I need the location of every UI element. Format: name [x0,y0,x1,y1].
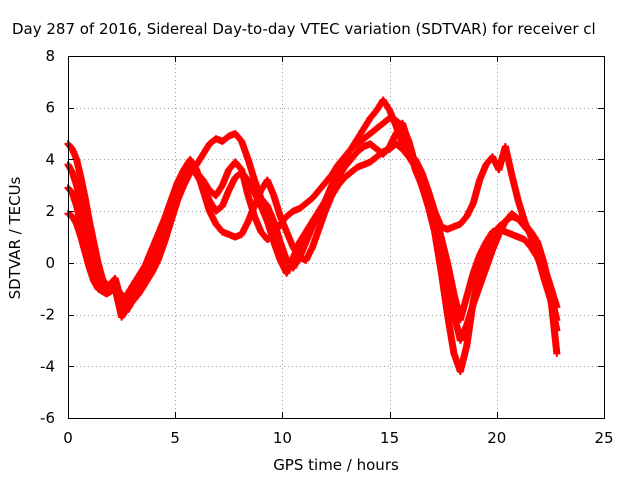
plot-frame [68,56,605,419]
x-axis-label: GPS time / hours [273,456,399,474]
y-tick-label: 2 [45,202,55,220]
y-tick-label: 0 [45,254,55,272]
data-point [553,326,561,334]
y-tick-labels: -6 -4 -2 0 2 4 6 8 [40,47,55,427]
y-tick-label: -6 [40,409,55,427]
series-2 [64,140,561,375]
data-markers [64,96,561,375]
series-1 [64,96,561,324]
y-tick-label: 6 [45,99,55,117]
chart-title: Day 287 of 2016, Sidereal Day-to-day VTE… [12,20,596,38]
x-tick-label: 20 [487,429,506,447]
y-tick-label: 8 [45,47,55,65]
x-tick-label: 15 [380,429,399,447]
axis-ticks [68,56,605,419]
x-tick-label: 25 [594,429,613,447]
data-point [553,349,561,357]
series-3 [64,119,561,334]
y-tick-label: 4 [45,150,55,168]
y-tick-label: -2 [40,306,55,324]
y-tick-label: -4 [40,357,55,375]
x-tick-label: 5 [170,429,180,447]
x-tick-label: 10 [273,429,292,447]
x-tick-label: 0 [63,429,73,447]
y-axis-label: SDTVAR / TECUs [6,176,24,299]
x-tick-labels: 0 5 10 15 20 25 [63,429,613,447]
